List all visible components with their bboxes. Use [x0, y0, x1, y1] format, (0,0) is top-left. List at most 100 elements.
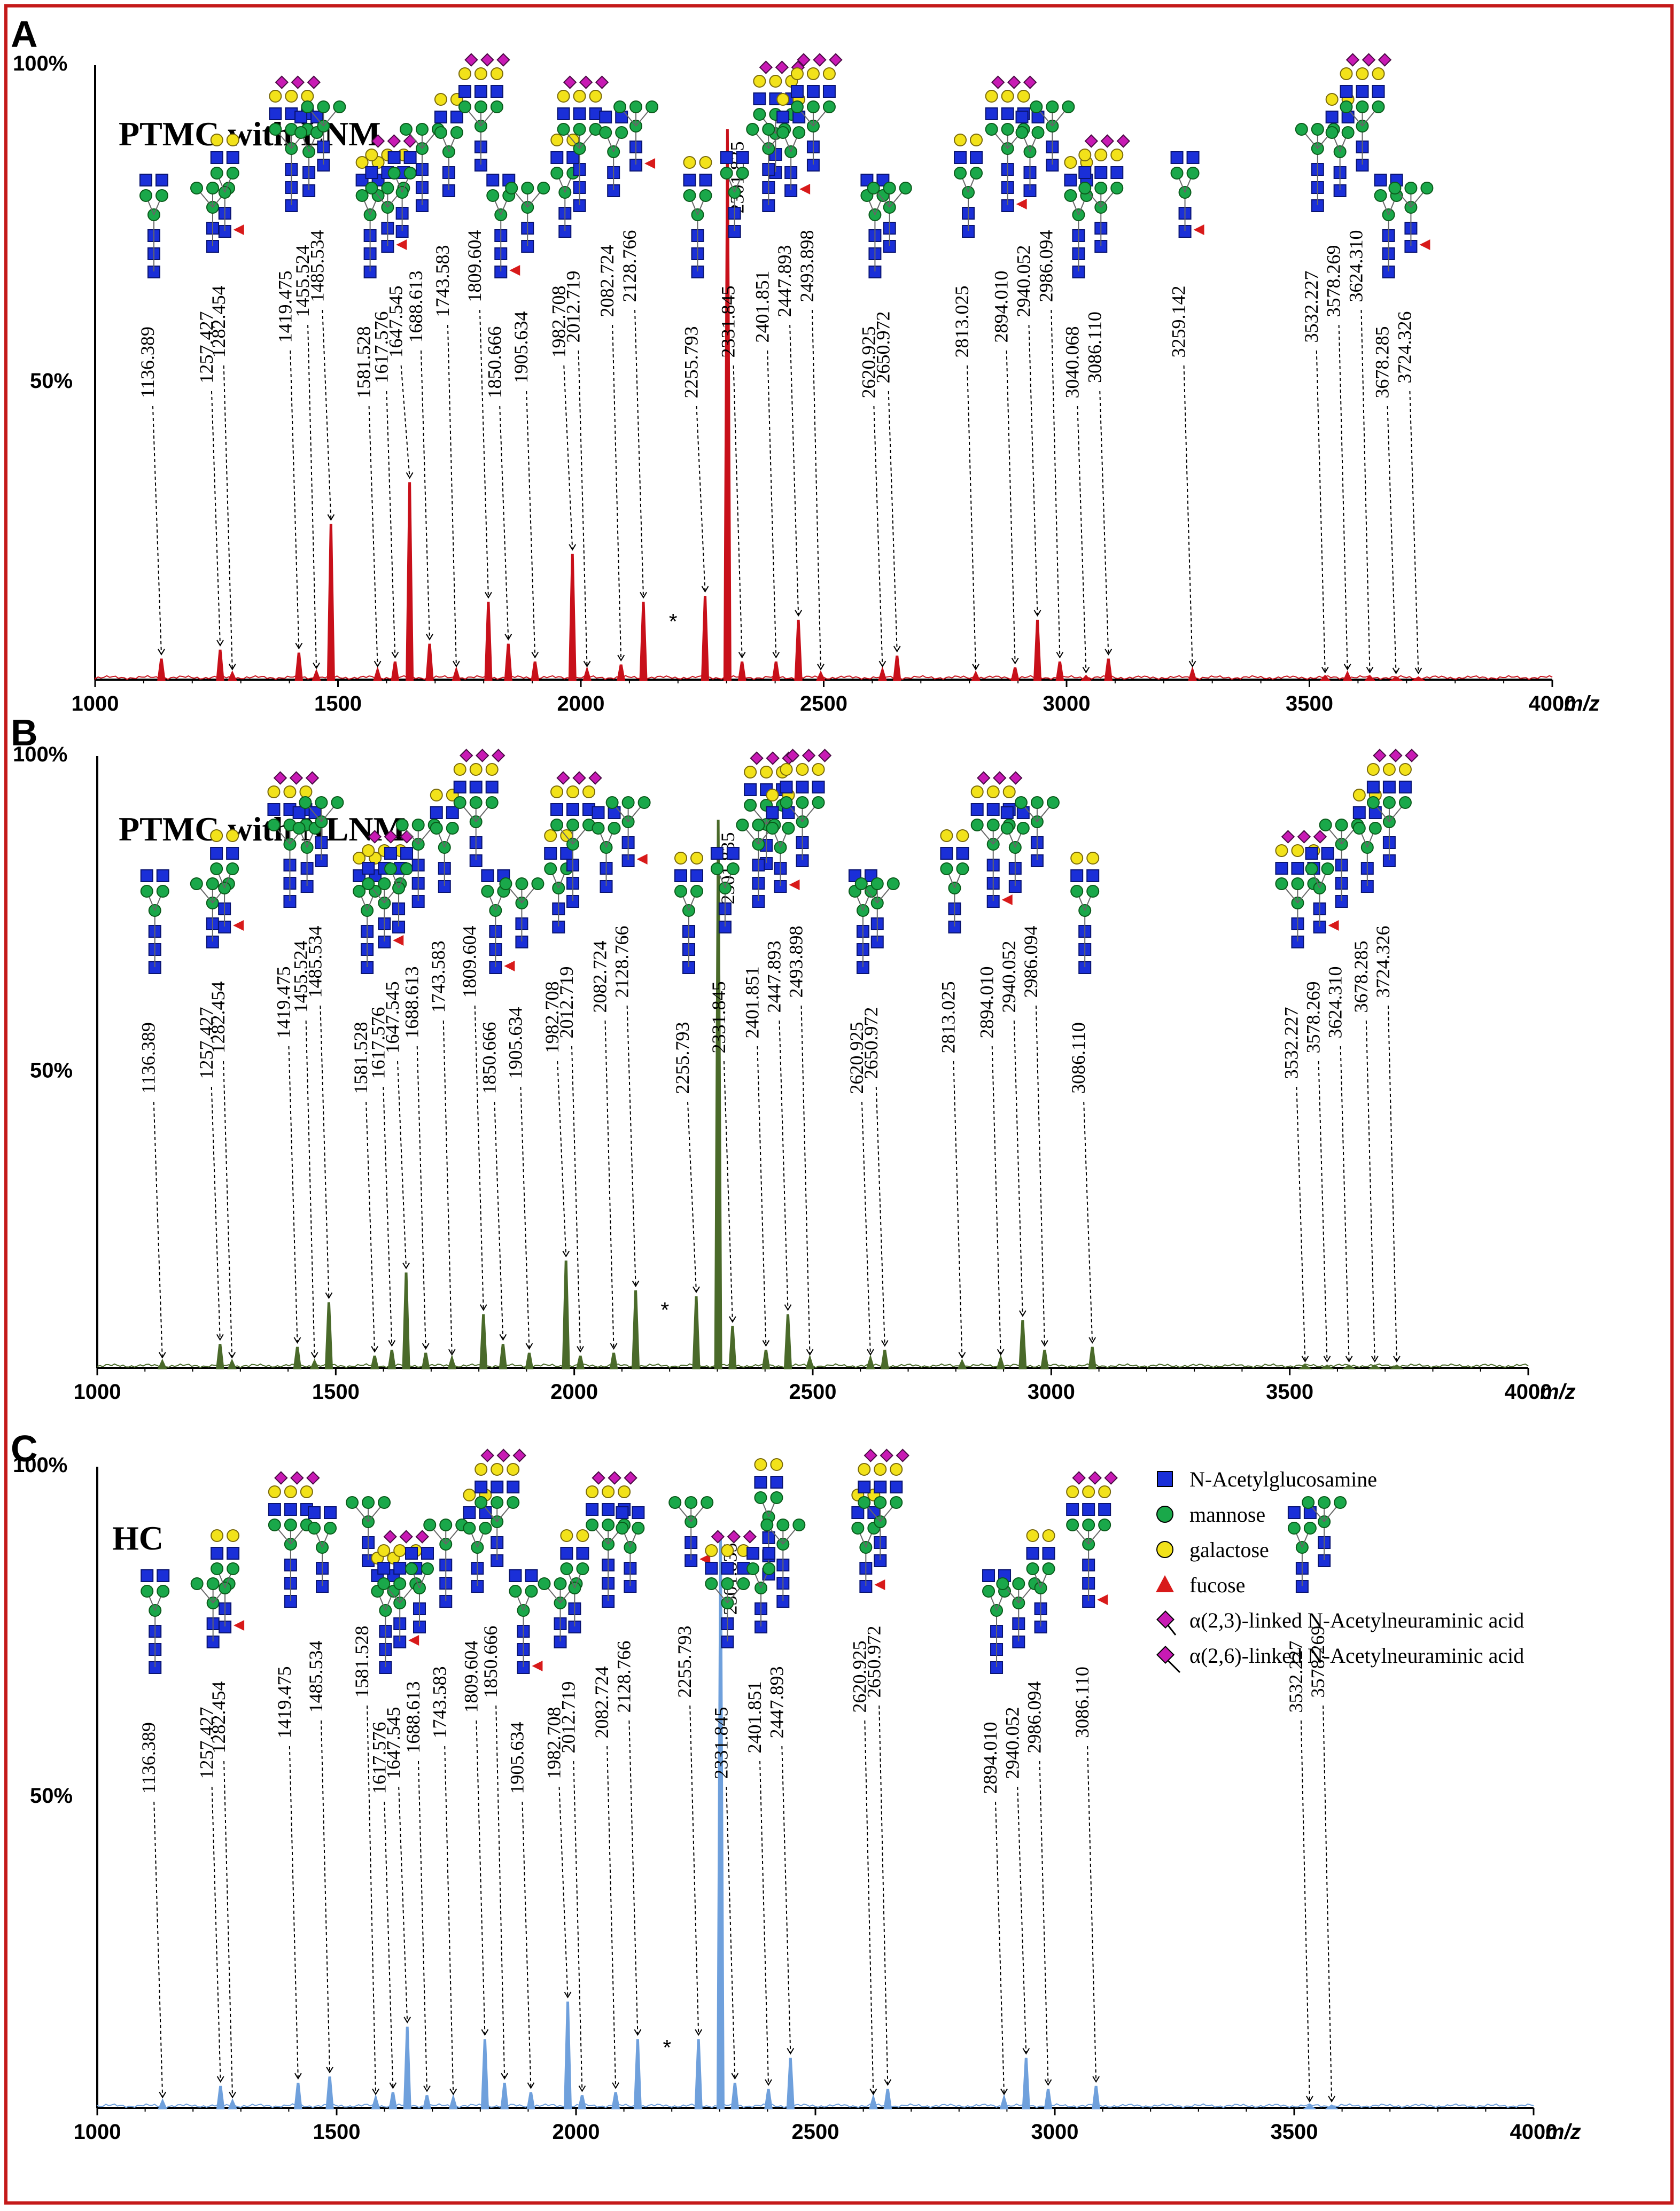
peak-label: 1647.545 [382, 982, 403, 1054]
peak-label: 3724.326 [1394, 312, 1415, 384]
peak-arrowhead [326, 2066, 333, 2074]
galactose-circle-icon [796, 763, 809, 776]
glycan-structure [190, 1577, 236, 1648]
sialic-diamond-icon [1072, 1471, 1086, 1485]
peak-leader [1296, 1086, 1306, 1362]
sialic-a23-diamond-icon [1156, 1610, 1175, 1629]
spectrum-peak [794, 619, 803, 681]
mannose-circle-icon [384, 862, 398, 875]
peak-label: 2813.025 [951, 286, 973, 358]
mannose-circle-icon [782, 822, 795, 835]
mannose-circle-icon [1404, 182, 1418, 194]
peak-label: 1688.613 [405, 271, 426, 343]
glycan-structure [211, 1529, 245, 1633]
mannose-circle-icon [621, 796, 635, 809]
galactose-circle-icon [299, 785, 313, 798]
peak-arrowhead [479, 1304, 487, 1311]
peak-arrowhead [795, 610, 802, 617]
galactose-circle-icon [474, 67, 487, 80]
spectrum-peak [728, 1326, 737, 1369]
mannose-circle-icon [393, 1577, 407, 1590]
spectrum-peak [1302, 2104, 1317, 2109]
peak-arrowhead [1301, 1356, 1309, 1363]
panel-letter: C [11, 1428, 38, 1469]
galactose-circle-icon [211, 1529, 224, 1542]
peak-leader [365, 1101, 376, 1352]
galactose-circle-icon [362, 844, 375, 857]
mannose-circle-icon [637, 796, 651, 809]
sialic-diamond-icon [563, 75, 577, 89]
spectrum-peak [293, 1346, 302, 1369]
sialic-diamond-icon [459, 749, 473, 762]
galactose-circle-icon [285, 90, 298, 103]
fucose-triangle-icon [1016, 199, 1027, 209]
sialic-diamond-icon [1088, 1471, 1102, 1485]
spectrum-peak [764, 2089, 773, 2109]
glcnac-square-icon [602, 1503, 615, 1516]
spectrum-peak [1033, 619, 1042, 681]
peak-arrowhead [485, 591, 492, 599]
sialic-diamond-icon [775, 60, 789, 74]
mannose-circle-icon [616, 1522, 629, 1535]
mannose-circle-icon [762, 123, 775, 136]
sialic-diamond-icon [813, 53, 827, 67]
galactose-circle-icon [434, 93, 447, 106]
peak-label: 2650.972 [873, 312, 894, 384]
galactose-circle-icon [430, 789, 443, 801]
glcnac-square-icon [586, 1503, 599, 1516]
mannose-circle-icon [1311, 123, 1324, 136]
glcnac-square-icon [509, 1569, 522, 1582]
mannose-circle-icon [405, 1562, 418, 1575]
mannose-circle-icon [1014, 796, 1028, 809]
glcnac-square-icon [1001, 107, 1014, 120]
spectrum-peak [525, 1352, 534, 1369]
glcnac-square-icon [970, 803, 984, 816]
peak-label: 2986.094 [1024, 1681, 1045, 1754]
peak-leader [398, 1786, 408, 2022]
mannose-circle-icon [870, 877, 884, 890]
peak-label: 1136.389 [138, 1722, 159, 1794]
peak-arrowhead [632, 1280, 640, 1287]
mannose-circle-icon [890, 1496, 903, 1509]
peak-leader [288, 1046, 298, 1343]
spectrum-peak [325, 2076, 334, 2109]
glycan-structure [776, 93, 811, 197]
galactose-circle-icon [301, 90, 314, 103]
glycan-structure [268, 1471, 320, 1608]
legend-label: α(2,6)-linked N-Acetylneuraminic acid [1189, 1644, 1524, 1668]
peak-label: 2255.793 [672, 1022, 693, 1094]
sialic-diamond-icon [896, 1449, 909, 1462]
galactose-circle-icon [1340, 67, 1353, 80]
spectrum-peak [447, 1354, 457, 1369]
mannose-circle-icon [381, 182, 394, 194]
glcnac-square-icon [890, 1481, 903, 1493]
sialic-diamond-icon [289, 771, 304, 785]
peak-arrowhead [1082, 666, 1090, 674]
spectrum-peak [531, 661, 540, 681]
mannose-circle-icon [399, 123, 413, 136]
sialic-diamond-icon [759, 60, 773, 74]
mannose-circle-icon [792, 126, 806, 139]
mannose-circle-icon [566, 819, 580, 831]
galactose-circle-icon [780, 763, 793, 776]
legend-label: α(2,3)-linked N-Acetylneuraminic acid [1189, 1608, 1524, 1632]
peak-label: 2940.052 [1013, 245, 1035, 317]
peak-leader [1340, 1046, 1350, 1362]
sialic-diamond-icon [976, 771, 991, 785]
peak-label: 2620.925 [849, 1641, 870, 1713]
sialic-diamond-icon [1378, 53, 1392, 67]
spectrum-peak [499, 1344, 508, 1369]
spectrum-peak [1389, 676, 1403, 681]
peak-arrowhead [577, 1346, 584, 1353]
glycan-structure [453, 749, 505, 867]
mannose-circle-icon [1341, 126, 1355, 139]
mannose-circle-icon [155, 189, 168, 202]
mannose-circle-icon [211, 1562, 224, 1575]
glcnac-square-icon [458, 85, 471, 98]
peak-label: 2894.010 [979, 1722, 1001, 1794]
mannose-circle-icon [613, 100, 627, 113]
peak-leader [1035, 1005, 1045, 1346]
peak-label: 1282.454 [208, 1681, 229, 1754]
glcnac-square-icon [1186, 151, 1200, 164]
x-tick-label: 2000 [557, 692, 605, 715]
